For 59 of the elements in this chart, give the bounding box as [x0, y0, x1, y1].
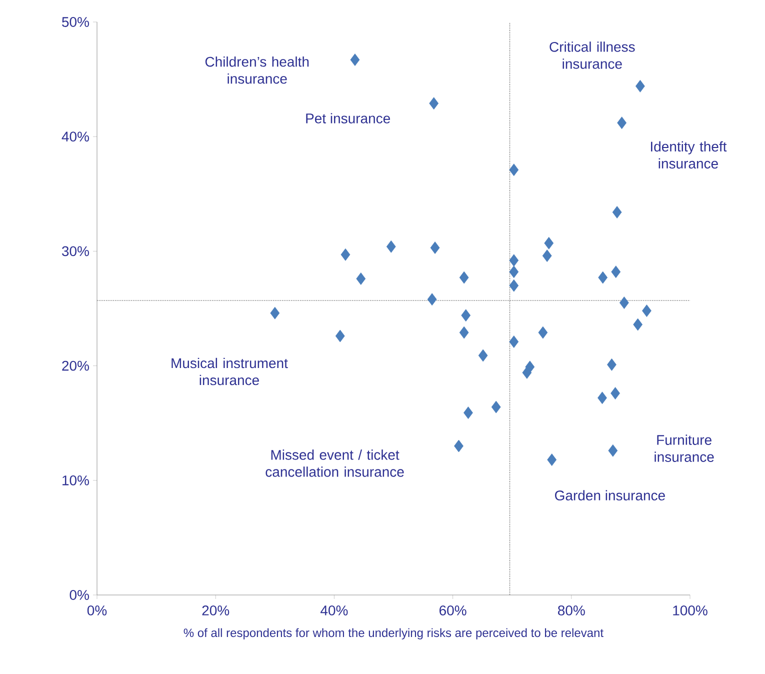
x-tick-label: 60% — [440, 606, 466, 616]
point — [386, 240, 396, 253]
point — [607, 358, 616, 371]
y-tick-label: 10% — [62, 475, 89, 486]
point — [335, 330, 345, 342]
annotation: Garden insurance — [555, 490, 665, 500]
annotation: Musical instrument insurance — [172, 358, 288, 386]
point — [478, 349, 488, 362]
point — [610, 387, 620, 400]
point — [491, 400, 501, 414]
point — [544, 236, 554, 250]
y-tick-label: 20% — [62, 360, 89, 371]
annotation: Children’s health insurance — [205, 56, 309, 84]
point — [270, 306, 280, 320]
point — [430, 242, 440, 254]
point — [636, 80, 645, 92]
x-tick-label: 20% — [202, 606, 230, 616]
point — [461, 309, 471, 322]
point — [464, 406, 473, 419]
point — [509, 164, 519, 176]
point — [509, 266, 519, 278]
point — [547, 454, 557, 466]
point — [612, 206, 622, 218]
x-tick-label: 80% — [558, 606, 585, 616]
point — [538, 326, 548, 339]
point — [611, 266, 621, 278]
point — [598, 271, 608, 284]
point — [429, 97, 439, 110]
point — [427, 293, 437, 306]
x-tick-label: 100% — [673, 606, 708, 616]
point — [509, 336, 519, 348]
point — [642, 304, 652, 317]
x-tick-label: 0% — [87, 606, 107, 616]
y-tick-label: 0% — [70, 590, 89, 600]
annotation: Identity theft insurance — [651, 141, 727, 169]
point — [619, 296, 629, 309]
point — [509, 254, 519, 267]
y-tick-label: 30% — [62, 246, 89, 256]
x-axis-title: % of all respondents for whom the underlying risks are perceived to be relevant — [184, 628, 604, 640]
point — [350, 54, 360, 66]
point — [598, 392, 607, 404]
point — [356, 272, 366, 285]
annotation: Critical illness insurance — [550, 42, 635, 69]
point — [509, 279, 519, 292]
point — [459, 326, 469, 339]
x-tick-label: 40% — [320, 606, 348, 616]
point — [617, 116, 627, 130]
annotation: Furniture insurance — [654, 434, 714, 462]
point — [454, 440, 464, 452]
point — [340, 248, 350, 261]
y-tick-label: 40% — [62, 132, 89, 142]
y-tick-label: 50% — [62, 17, 89, 27]
point — [633, 318, 643, 331]
point — [459, 271, 469, 284]
point — [542, 250, 552, 262]
annotation: Missed event / ticket cancellation insurance — [266, 450, 404, 477]
point — [608, 444, 618, 457]
annotation: Pet insurance — [306, 113, 390, 124]
point — [522, 366, 532, 379]
